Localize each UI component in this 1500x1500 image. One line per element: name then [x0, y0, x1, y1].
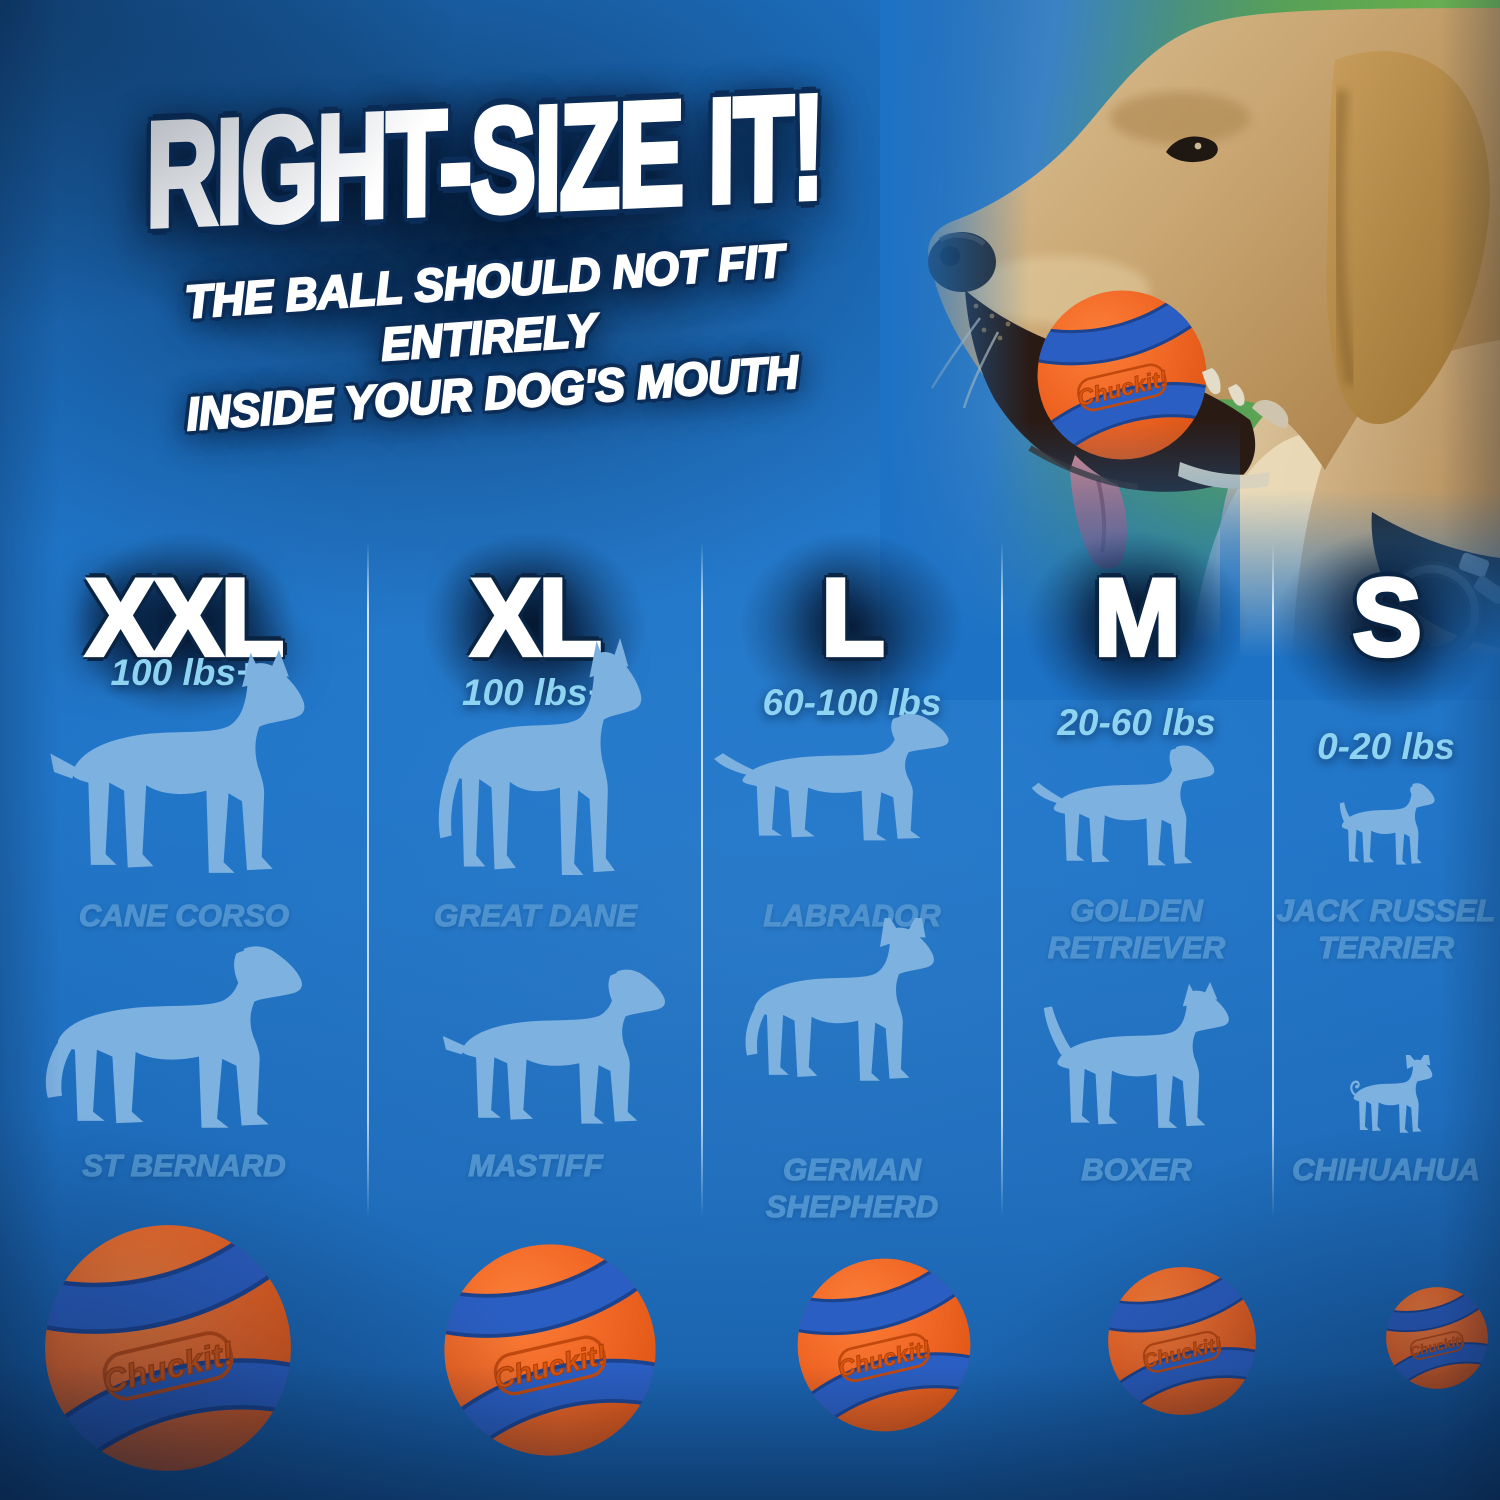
dog-silhouette-german-shepherd	[745, 918, 934, 1081]
dog-silhouette-st-bernard	[45, 946, 302, 1128]
dog-silhouette-cane-corso	[50, 650, 305, 873]
breed-label-german-shepherd: GERMAN SHEPHERD	[765, 1151, 939, 1224]
breed-label-mastiff: MASTIFF	[468, 1147, 604, 1183]
breed-label-golden-retriever: GOLDEN RETRIEVER	[1047, 892, 1226, 965]
breed-label-jack-russel-terrier: JACK RUSSEL TERRIER	[1276, 892, 1496, 965]
size-column-xxl: XXL 100 lbs+ CANE CORSO ST BERNARD	[0, 500, 368, 1220]
weight-label-s: 0-20 lbs	[1317, 726, 1455, 767]
dog-silhouette-jack-russel-terrier	[1339, 783, 1435, 865]
breed-label-st-bernard: ST BERNARD	[82, 1147, 286, 1183]
dog-silhouette-labrador	[714, 713, 949, 841]
dog-brow-shading	[1110, 92, 1250, 144]
size-column-s: S 0-20 lbs JACK RUSSEL TERRIER CHIHUAHUA	[1236, 500, 1500, 1220]
breed-label-great-dane: GREAT DANE	[434, 897, 638, 933]
dog-silhouette-mastiff	[442, 969, 665, 1124]
page-title: RIGHT-SIZE IT!	[143, 62, 825, 261]
dog-silhouette-golden-retriever	[1031, 745, 1215, 866]
breed-label-boxer: BOXER	[1081, 1151, 1192, 1187]
product-ball-m	[1105, 1264, 1259, 1418]
product-ball-s	[1384, 1285, 1490, 1391]
breed-label-chihuahua: CHIHUAHUA	[1292, 1151, 1481, 1187]
product-ball-xl	[440, 1240, 660, 1460]
size-label-s: S	[1350, 557, 1423, 679]
breed-label-cane-corso: CANE CORSO	[78, 897, 290, 933]
dog-silhouette-chihuahua	[1350, 1055, 1433, 1133]
dog-silhouette-boxer	[1043, 982, 1229, 1128]
product-ball-xxl	[40, 1220, 296, 1476]
size-column-xl: XL 100 lbs+ GREAT DANE MASTIFF	[368, 500, 703, 1220]
dog-silhouette-great-dane	[438, 638, 642, 875]
dog-eye-glint	[1194, 142, 1202, 150]
product-ball-l	[794, 1255, 974, 1435]
size-column-l: L 60-100 lbs LABRADOR GERMAN SHEPHERD	[702, 500, 1002, 1224]
size-label-m: M	[1092, 557, 1183, 679]
header: RIGHT-SIZE IT! THE BALL SHOULD NOT FIT E…	[48, 62, 921, 442]
size-column-m: M 20-60 lbs GOLDEN RETRIEVER BOXER	[986, 500, 1286, 1220]
size-label-l: L	[819, 557, 887, 679]
